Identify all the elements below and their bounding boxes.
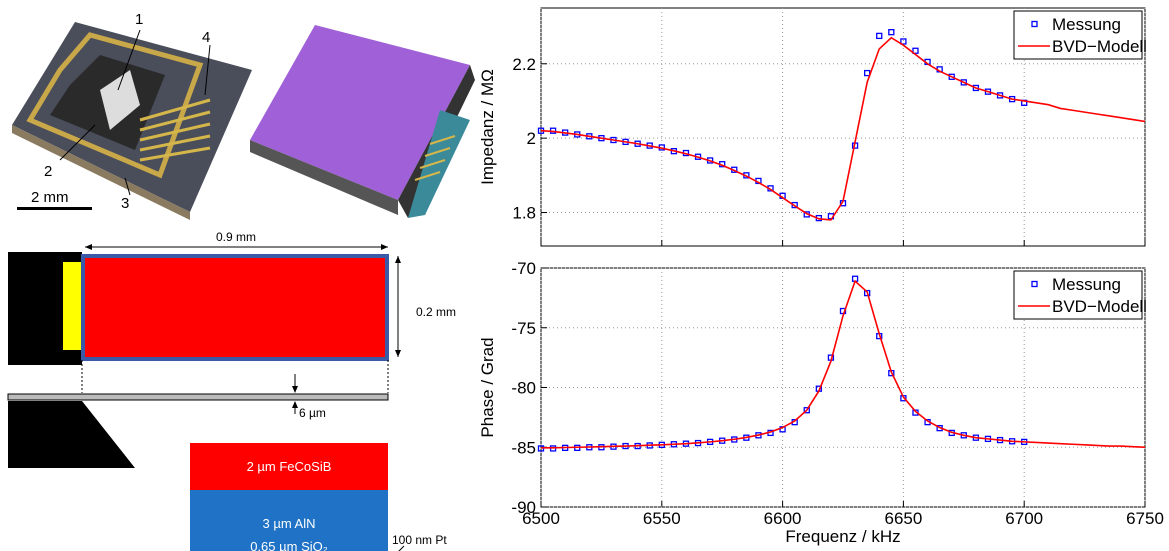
legend-label: Messung [1052,275,1121,294]
marker [960,79,967,86]
x-tick-label: 6550 [643,509,681,528]
legend-marker [1031,20,1038,28]
y-tick-label: -80 [511,379,536,398]
chip-photo [12,22,252,220]
dimension-label: 0.2 mm [416,305,456,319]
legend-box [1013,270,1143,320]
y-tick-label: 2.2 [512,55,536,74]
y-axis-label: Impedanz / MΩ [478,69,497,185]
dimension-label: 0.9 mm [216,230,256,244]
photo-label: 4 [202,29,210,46]
legend-label: Messung [1052,15,1121,34]
legend-marker [1031,280,1038,288]
x-tick-label: 6700 [1005,509,1043,528]
scale-bar-label: 2 mm [31,189,69,206]
marker [888,29,895,36]
marker [864,69,871,77]
marker [912,47,919,54]
marker [948,73,955,80]
marker [876,32,883,40]
marker [803,407,810,414]
y-tick-label: -75 [511,319,536,338]
y-tick-label: -90 [511,498,536,517]
scale-bar [17,207,92,210]
layer-stack [190,443,405,551]
layer-label: 2 µm FeCoSiB [247,459,332,474]
x-tick-label: 6650 [884,509,922,528]
photo-label: 1 [135,11,143,28]
cantilever-diagram [7,244,401,468]
photo-label: 3 [121,195,129,212]
x-tick-label: 6750 [1126,509,1164,528]
dimension-label: 6 µm [299,406,326,420]
packaged-photo [250,25,475,218]
line [541,36,1145,221]
y-tick-label: 2 [527,129,536,148]
photo-label: 2 [44,163,52,180]
x-axis-label: Frequenz / kHz [785,527,900,546]
line [541,279,1145,449]
legend-label: BVD−Modell [1052,297,1147,316]
layer-label: 100 nm Pt [392,533,447,547]
x-tick-label: 6600 [764,509,802,528]
y-tick-label: -85 [511,438,536,457]
legend-box [1013,10,1143,60]
marker [864,289,871,297]
layer-label: 0.65 µm SiO₂ [250,539,328,551]
x-tick-label: 6500 [522,509,560,528]
y-tick-label: 1.8 [512,204,536,223]
y-axis-label: Phase / Grad [478,337,497,437]
y-tick-label: -70 [511,259,536,278]
layer-label: 3 µm AlN [262,516,315,531]
legend-label: BVD−Modell [1052,37,1147,56]
marker [900,38,907,45]
